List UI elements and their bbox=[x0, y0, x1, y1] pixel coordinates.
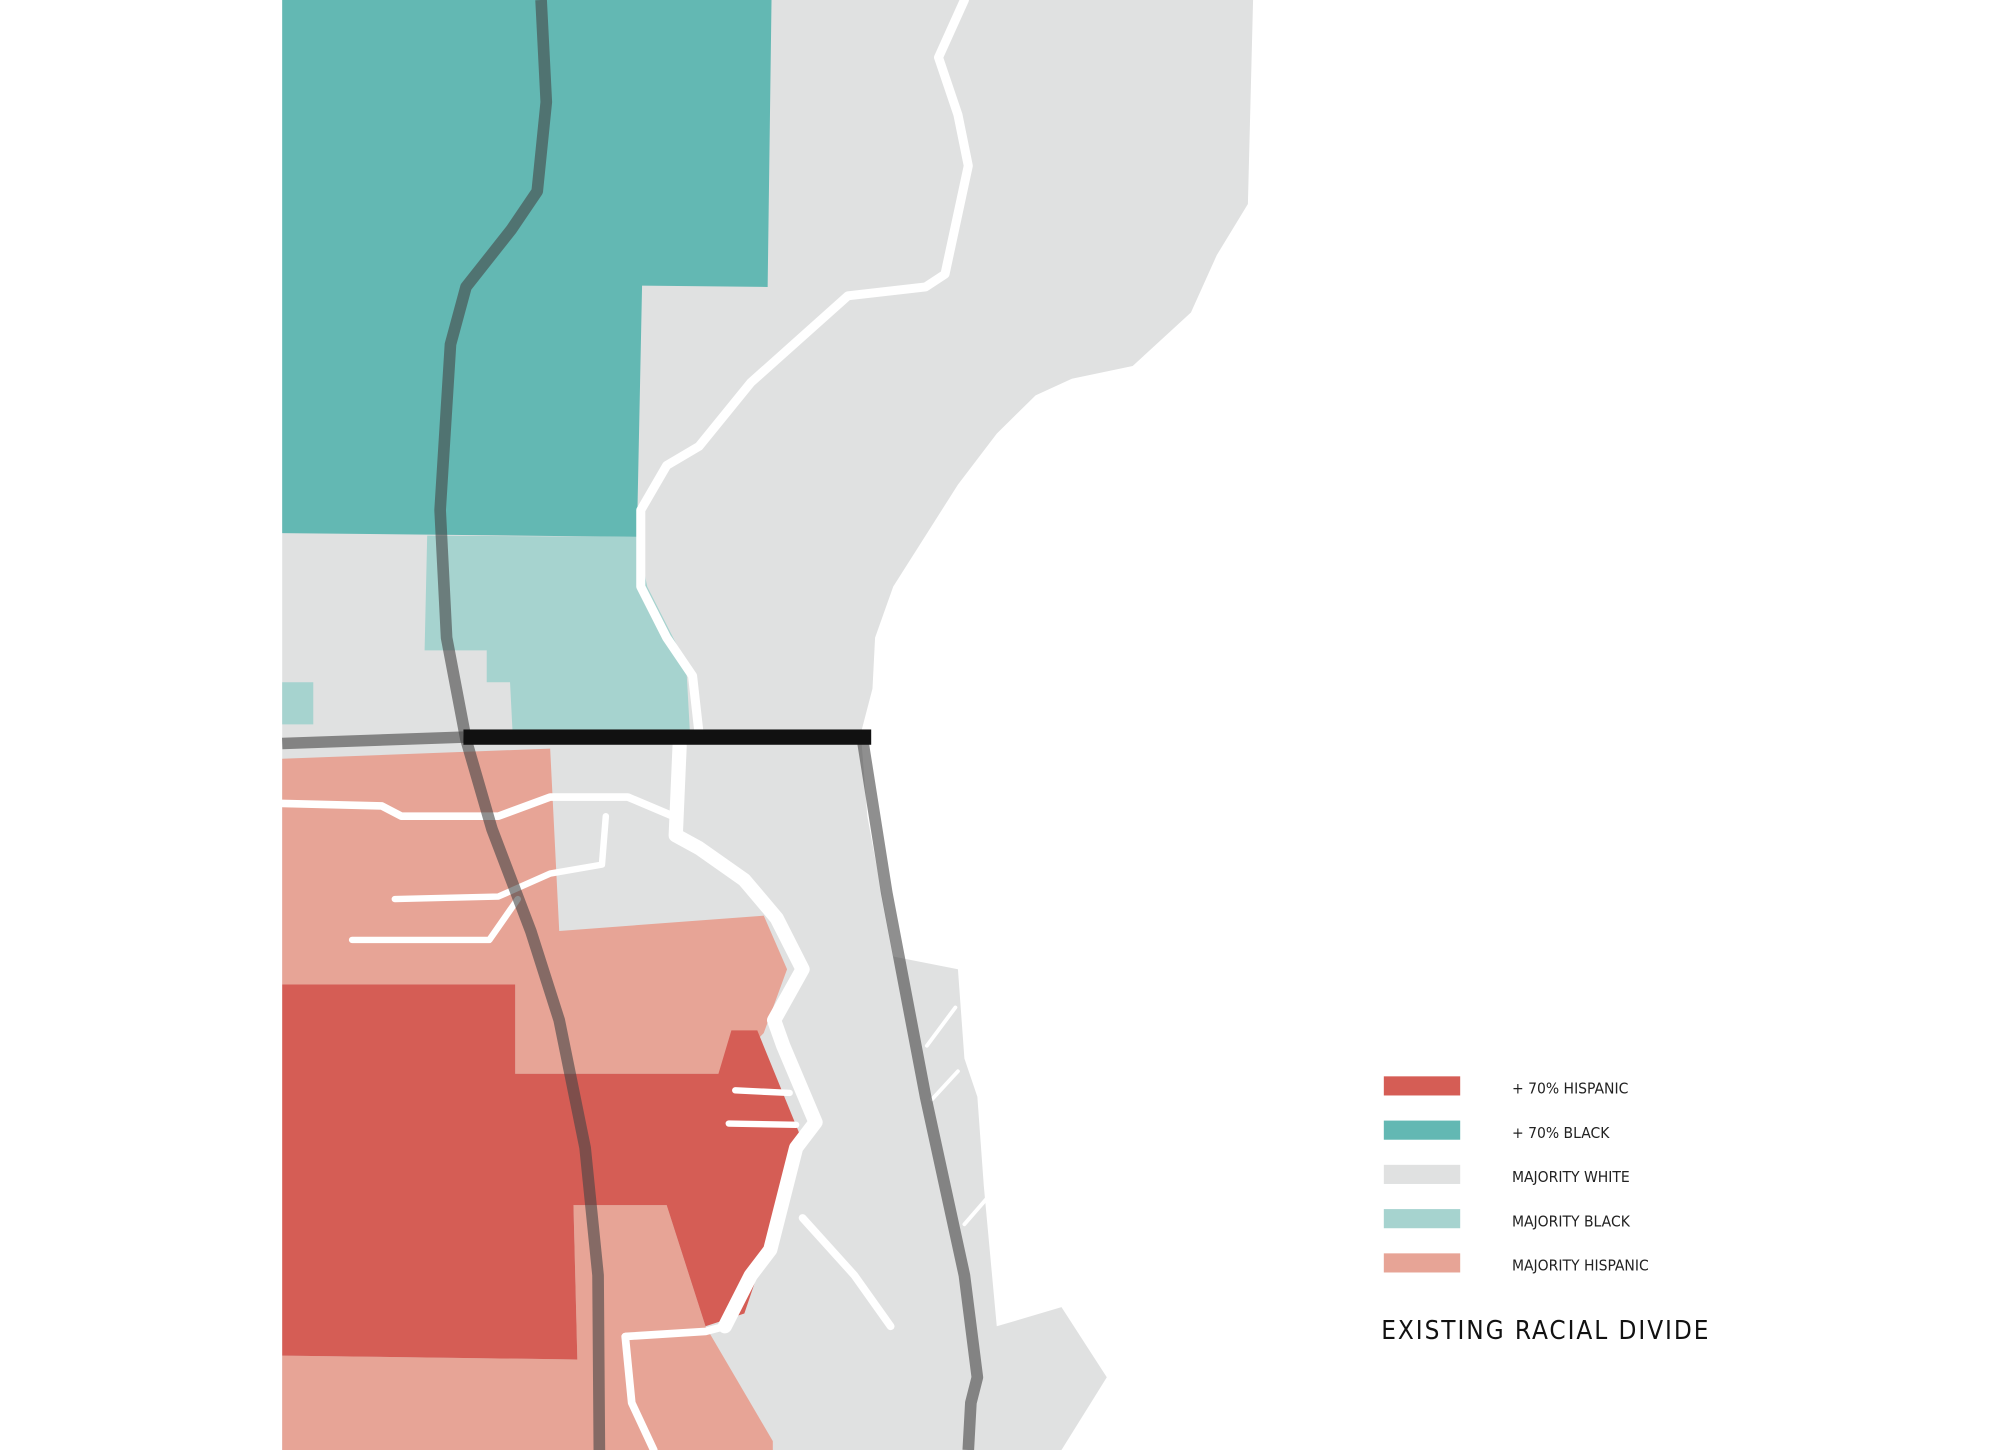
legend-label: + 70% HISPANIC bbox=[1512, 1080, 1628, 1098]
legend-swatch bbox=[1383, 1076, 1461, 1096]
canal bbox=[732, 1087, 793, 1097]
canal bbox=[798, 1214, 895, 1331]
rivers bbox=[278, 0, 1006, 1450]
map-title: EXISTING RACIAL DIVIDE bbox=[1381, 1316, 1710, 1346]
legend-swatch bbox=[1383, 1209, 1461, 1229]
legend-swatch bbox=[1383, 1253, 1461, 1273]
legend-label: MAJORITY BLACK bbox=[1512, 1212, 1631, 1230]
highway bbox=[434, 0, 606, 1450]
canal bbox=[348, 895, 522, 944]
majority-hispanic-area bbox=[282, 748, 788, 1074]
legend-swatch bbox=[1383, 1120, 1461, 1140]
pier bbox=[924, 1005, 958, 1048]
hispanic-70-area bbox=[282, 984, 803, 1360]
legend: + 70% HISPANIC + 70% BLACK MAJORITY WHITE M… bbox=[1383, 1076, 1649, 1275]
divide-line bbox=[463, 729, 872, 745]
canal bbox=[391, 812, 610, 903]
legend-label: + 70% BLACK bbox=[1512, 1124, 1610, 1142]
canal bbox=[621, 1322, 729, 1450]
highway bbox=[281, 731, 464, 750]
majority-hispanic-area bbox=[282, 1205, 773, 1450]
river bbox=[636, 0, 973, 738]
roads bbox=[281, 0, 984, 1450]
highway bbox=[856, 736, 984, 1450]
pier bbox=[962, 1177, 1006, 1227]
map-regions bbox=[282, 0, 1254, 1450]
majority-black-area bbox=[424, 535, 690, 734]
canal bbox=[278, 793, 678, 821]
canal bbox=[725, 1120, 800, 1128]
legend-label: MAJORITY HISPANIC bbox=[1512, 1257, 1649, 1275]
black-70-area bbox=[282, 0, 772, 537]
legend-swatch bbox=[1383, 1164, 1461, 1184]
legend-label: MAJORITY WHITE bbox=[1512, 1168, 1630, 1186]
pier bbox=[930, 1069, 960, 1102]
river bbox=[668, 739, 823, 1334]
majority-black-area bbox=[282, 682, 314, 725]
